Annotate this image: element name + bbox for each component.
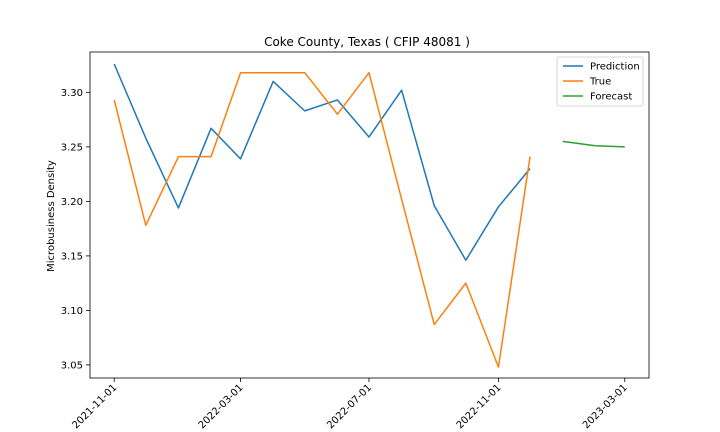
y-tick-label: 3.05 <box>61 360 83 371</box>
legend-label-prediction: Prediction <box>590 62 640 73</box>
series-line-prediction <box>113 63 531 261</box>
plot-frame <box>89 51 650 379</box>
chart-title: Coke County, Texas ( CFIP 48081 ) <box>264 35 470 49</box>
y-tick-label: 3.30 <box>61 88 83 99</box>
legend-label-true: True <box>589 77 611 88</box>
y-axis-label: Microbusiness Density <box>46 160 57 272</box>
y-tick-label: 3.25 <box>61 142 83 153</box>
legend-box <box>556 56 644 107</box>
y-tick-label: 3.15 <box>61 251 83 262</box>
series-line-forecast <box>562 140 625 148</box>
series-layer <box>113 63 625 368</box>
legend-label-forecast: Forecast <box>590 92 632 103</box>
series-line-true <box>113 71 531 368</box>
y-axis: 3.05 3.10 3.15 3.20 3.25 3.30 <box>61 88 90 371</box>
legend: Prediction True Forecast <box>556 56 644 107</box>
y-tick-label: 3.20 <box>61 197 83 208</box>
y-tick-label: 3.10 <box>61 306 83 317</box>
